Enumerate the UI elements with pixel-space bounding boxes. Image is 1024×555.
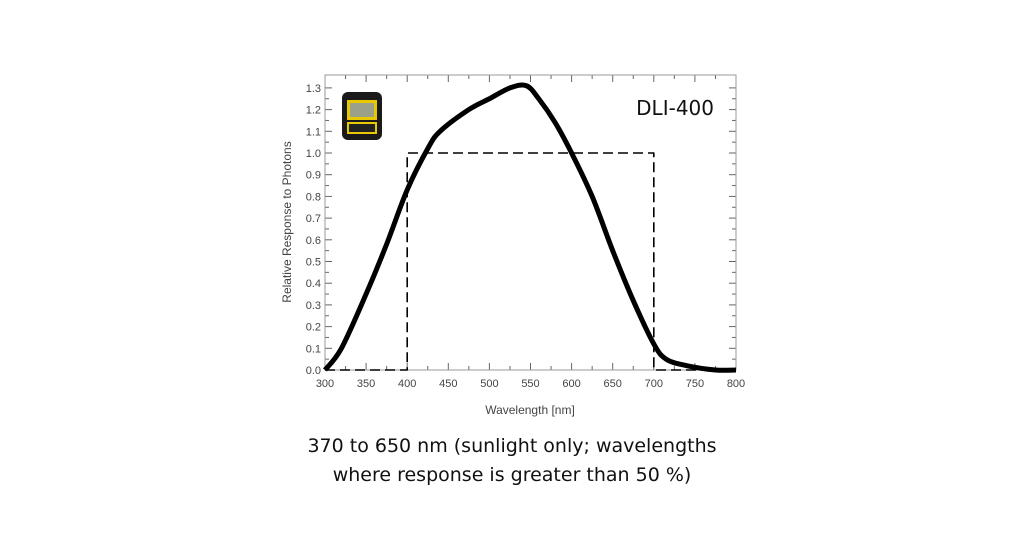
y-tick-label: 0.7 xyxy=(306,213,321,225)
y-tick-label: 0.8 xyxy=(306,191,321,203)
y-tick-label: 1.2 xyxy=(306,105,321,117)
light-meter-device-icon xyxy=(342,92,382,140)
y-tick-label: 0.3 xyxy=(306,300,321,312)
x-tick-label: 700 xyxy=(645,378,663,390)
x-tick-label: 800 xyxy=(727,378,745,390)
y-tick-label: 1.1 xyxy=(306,126,321,138)
x-tick-label: 400 xyxy=(398,378,416,390)
y-tick-label: 1.0 xyxy=(306,148,321,160)
y-tick-label: 0.9 xyxy=(306,170,321,182)
y-tick-label: 0.0 xyxy=(306,365,321,377)
sensor-response-curve xyxy=(323,82,737,373)
x-tick-label: 500 xyxy=(480,378,498,390)
x-tick-label: 750 xyxy=(686,378,704,390)
y-tick-label: 0.2 xyxy=(306,322,321,334)
caption: 370 to 650 nm (sunlight only; wavelength… xyxy=(0,432,1024,490)
x-tick-label: 350 xyxy=(357,378,375,390)
y-tick-label: 0.6 xyxy=(306,235,321,247)
x-tick-label: 650 xyxy=(604,378,622,390)
device-label: DLI-400 xyxy=(636,96,714,120)
y-axis-label: Relative Response to Photons xyxy=(280,141,294,302)
y-tick-label: 0.1 xyxy=(306,343,321,355)
x-tick-label: 550 xyxy=(521,378,539,390)
y-tick-label: 0.4 xyxy=(306,278,321,290)
x-tick-label: 300 xyxy=(316,378,334,390)
plot-frame xyxy=(324,74,737,371)
y-tick-label: 1.3 xyxy=(306,83,321,95)
x-axis-label: Wavelength [nm] xyxy=(485,403,575,417)
x-tick-label: 450 xyxy=(439,378,457,390)
x-tick-label: 600 xyxy=(562,378,580,390)
caption-line-1: 370 to 650 nm (sunlight only; wavelength… xyxy=(307,435,717,457)
caption-line-2: where response is greater than 50 %) xyxy=(332,464,692,486)
par-ideal-response-line xyxy=(325,152,736,371)
y-tick-label: 0.5 xyxy=(306,257,321,269)
